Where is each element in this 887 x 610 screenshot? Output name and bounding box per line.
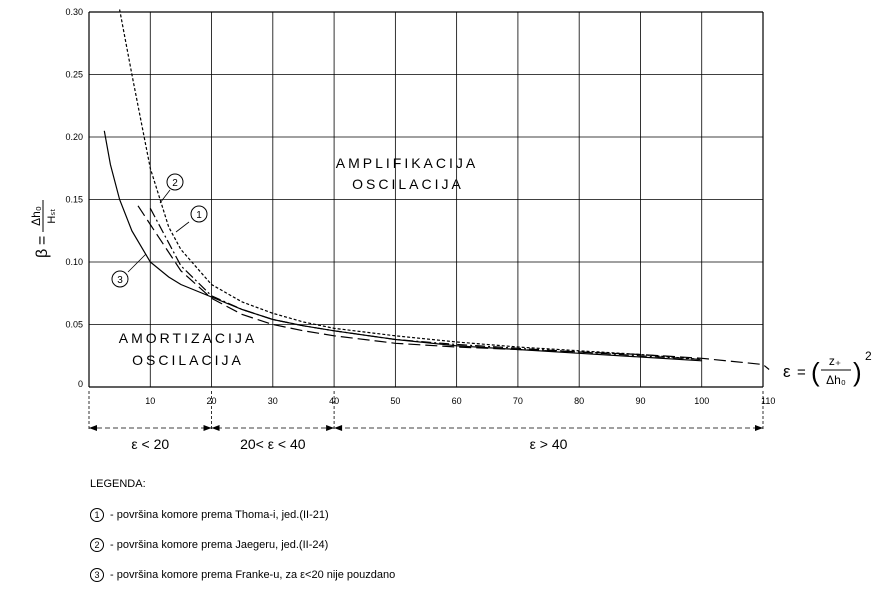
x-tick-label: 30 xyxy=(268,396,278,406)
x-tick-label: 10 xyxy=(145,396,155,406)
curve-markers: 1 2 3 xyxy=(111,173,208,288)
legend: LEGENDA: 1 - površina komore prema Thoma… xyxy=(90,478,395,597)
range-arrowhead xyxy=(755,425,763,431)
legend-number-1: 1 xyxy=(90,508,104,522)
x-tick-label: 90 xyxy=(635,396,645,406)
x-axis-left-paren: ( xyxy=(811,357,820,387)
range-label: ε > 40 xyxy=(530,436,568,452)
x-axis-epsilon: ε xyxy=(783,362,791,381)
x-axis-numerator: z₊ xyxy=(829,354,841,368)
amplification-label-line2: OSCILACIJA xyxy=(352,176,464,192)
range-bar: ε < 20 20< ε < 40 ε > 40 xyxy=(88,391,764,452)
range-arrowhead xyxy=(203,425,212,431)
chart-grid xyxy=(88,11,764,388)
range-arrowhead xyxy=(211,425,220,431)
amplification-label-line1: AMPLIFIKACIJA xyxy=(336,155,478,171)
x-axis-denominator: Δh₀ xyxy=(826,373,846,387)
legend-item-1: 1 - površina komore prema Thoma-i, jed.(… xyxy=(90,507,395,523)
x-tick-label: 100 xyxy=(694,396,709,406)
legend-item-2: 2 - površina komore prema Jaegeru, jed.(… xyxy=(90,537,395,553)
range-label: ε < 20 xyxy=(131,436,169,452)
legend-item-3: 3 - površina komore prema Franke-u, za ε… xyxy=(90,567,395,583)
chart-canvas: 123 10 20 30 40 50 60 70 80 90 100 11000.050.100.1… xyxy=(29,7,872,452)
y-axis-beta: β xyxy=(34,249,51,258)
x-axis-right-paren: ) xyxy=(853,357,862,387)
y-axis-label: β = Δh₀ Hₛₜ xyxy=(29,200,58,258)
marker-leader xyxy=(159,189,171,204)
legend-title: LEGENDA: xyxy=(90,478,146,490)
marker-circle xyxy=(190,205,208,223)
marker-circle xyxy=(166,173,184,191)
range-label: 20< ε < 40 xyxy=(240,436,306,452)
chart-curves xyxy=(103,9,770,370)
damping-label-line1: AMORTIZACIJA xyxy=(119,330,257,346)
y-tick-label: 0.25 xyxy=(65,70,83,80)
y-axis-equals: = xyxy=(34,236,51,245)
y-tick-label: 0.30 xyxy=(65,7,83,17)
series-line-solid xyxy=(103,130,702,362)
y-tick-label: 0.20 xyxy=(65,132,83,142)
legend-text-2: - površina komore prema Jaegeru, jed.(II… xyxy=(110,539,329,551)
y-tick-label: 0 xyxy=(78,379,83,389)
x-tick-label: 110 xyxy=(761,396,775,406)
range-arrowhead xyxy=(89,425,97,431)
series-line-long-dash xyxy=(137,205,770,370)
range-arrowhead xyxy=(334,425,343,431)
range-arrowhead xyxy=(326,425,335,431)
legend-number-3: 3 xyxy=(90,568,104,582)
y-axis-denominator: Hₛₜ xyxy=(46,208,58,223)
marker-number-1: 1 xyxy=(196,210,202,221)
x-tick-label: 60 xyxy=(452,396,462,406)
x-tick-label: 50 xyxy=(390,396,400,406)
y-axis-numerator: Δh₀ xyxy=(29,206,43,226)
legend-text-3: - površina komore prema Franke-u, za ε<2… xyxy=(110,569,396,581)
y-tick-label: 0.10 xyxy=(65,257,83,267)
marker-number-3: 3 xyxy=(117,275,123,286)
legend-number-2: 2 xyxy=(90,538,104,552)
x-axis-label: ε = ( z₊ Δh₀ ) 2 xyxy=(783,349,872,387)
marker-leader xyxy=(175,221,190,233)
x-tick-label: 80 xyxy=(574,396,584,406)
damping-label-line2: OSCILACIJA xyxy=(132,352,244,368)
y-tick-label: 0.15 xyxy=(65,195,83,205)
axis-ticks: 10 20 30 40 50 60 70 80 90 100 11000.050.100.150.2… xyxy=(65,7,775,406)
marker-leader xyxy=(127,253,147,273)
x-axis-exponent: 2 xyxy=(865,349,872,363)
x-axis-equals: = xyxy=(797,364,806,381)
series-line-dotted xyxy=(119,9,702,361)
y-tick-label: 0.05 xyxy=(65,320,83,330)
marker-number-2: 2 xyxy=(172,178,178,189)
x-tick-label: 70 xyxy=(513,396,523,406)
marker-circle xyxy=(111,270,129,288)
legend-text-1: - površina komore prema Thoma-i, jed.(II… xyxy=(110,509,329,521)
